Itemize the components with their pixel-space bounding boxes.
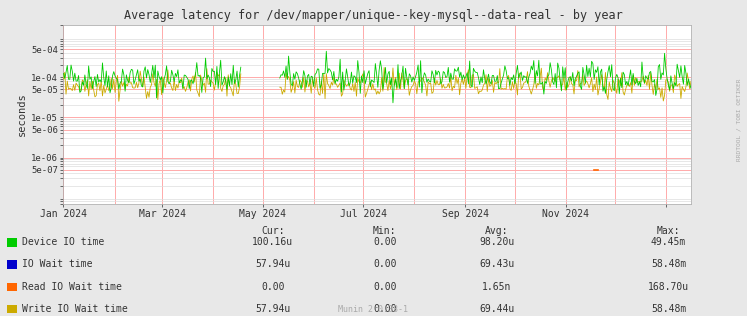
Text: 98.20u: 98.20u (479, 237, 515, 247)
Text: Device IO time: Device IO time (22, 237, 105, 247)
Text: Avg:: Avg: (485, 226, 509, 236)
Text: RRDTOOL / TOBI OETIKER: RRDTOOL / TOBI OETIKER (737, 79, 742, 161)
Text: 58.48m: 58.48m (651, 259, 686, 270)
Text: 0.00: 0.00 (373, 237, 397, 247)
Text: Write IO Wait time: Write IO Wait time (22, 304, 128, 314)
Y-axis label: seconds: seconds (17, 93, 27, 137)
Text: Average latency for /dev/mapper/unique--key-mysql--data-real - by year: Average latency for /dev/mapper/unique--… (124, 9, 623, 22)
Text: 49.45m: 49.45m (651, 237, 686, 247)
Text: 168.70u: 168.70u (648, 282, 689, 292)
Text: Max:: Max: (657, 226, 681, 236)
Text: 57.94u: 57.94u (255, 259, 291, 270)
Text: Read IO Wait time: Read IO Wait time (22, 282, 123, 292)
Text: IO Wait time: IO Wait time (22, 259, 93, 270)
Text: Min:: Min: (373, 226, 397, 236)
Text: 0.00: 0.00 (261, 282, 285, 292)
Text: 0.00: 0.00 (373, 282, 397, 292)
Text: 69.44u: 69.44u (479, 304, 515, 314)
Text: 100.16u: 100.16u (252, 237, 294, 247)
Text: Cur:: Cur: (261, 226, 285, 236)
Text: 58.48m: 58.48m (651, 304, 686, 314)
Text: 69.43u: 69.43u (479, 259, 515, 270)
Text: 57.94u: 57.94u (255, 304, 291, 314)
Text: 0.00: 0.00 (373, 259, 397, 270)
Text: 1.65n: 1.65n (482, 282, 512, 292)
Text: Munin 2.0.33-1: Munin 2.0.33-1 (338, 306, 409, 314)
Text: 0.00: 0.00 (373, 304, 397, 314)
